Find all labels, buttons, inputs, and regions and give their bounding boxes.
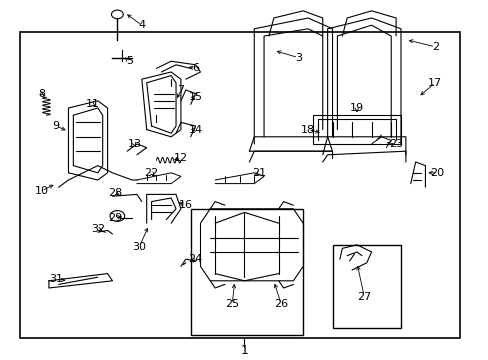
Text: 32: 32	[91, 224, 104, 234]
Bar	[332, 245, 400, 328]
Text: 28: 28	[107, 188, 122, 198]
Text: 30: 30	[132, 242, 146, 252]
Text: 26: 26	[274, 299, 287, 309]
Text: 17: 17	[427, 78, 441, 88]
Text: 14: 14	[188, 125, 202, 135]
Text: 29: 29	[107, 213, 122, 223]
Text: 24: 24	[188, 254, 203, 264]
Text: 1: 1	[240, 345, 248, 357]
Text: 25: 25	[225, 299, 239, 309]
Text: 23: 23	[388, 139, 402, 149]
Text: 15: 15	[188, 92, 202, 102]
Text: 27: 27	[356, 292, 371, 302]
Text: 22: 22	[144, 168, 159, 178]
Bar	[20, 32, 459, 338]
Text: 16: 16	[179, 200, 192, 210]
Text: 9: 9	[53, 121, 60, 131]
Text: 10: 10	[35, 186, 48, 196]
Text: 13: 13	[127, 139, 141, 149]
Text: 2: 2	[431, 42, 438, 52]
Text: 7: 7	[177, 85, 184, 95]
Text: 3: 3	[294, 53, 301, 63]
Text: 31: 31	[49, 274, 63, 284]
Text: 4: 4	[138, 20, 145, 30]
Text: 19: 19	[349, 103, 363, 113]
Text: 5: 5	[126, 56, 133, 66]
Bar	[190, 209, 303, 335]
Text: 12: 12	[174, 153, 187, 163]
Text: 21: 21	[252, 168, 265, 178]
Text: 8: 8	[38, 89, 45, 99]
Text: 11: 11	[86, 99, 100, 109]
Text: 18: 18	[301, 125, 314, 135]
Text: 20: 20	[430, 168, 444, 178]
Text: 6: 6	[192, 63, 199, 73]
